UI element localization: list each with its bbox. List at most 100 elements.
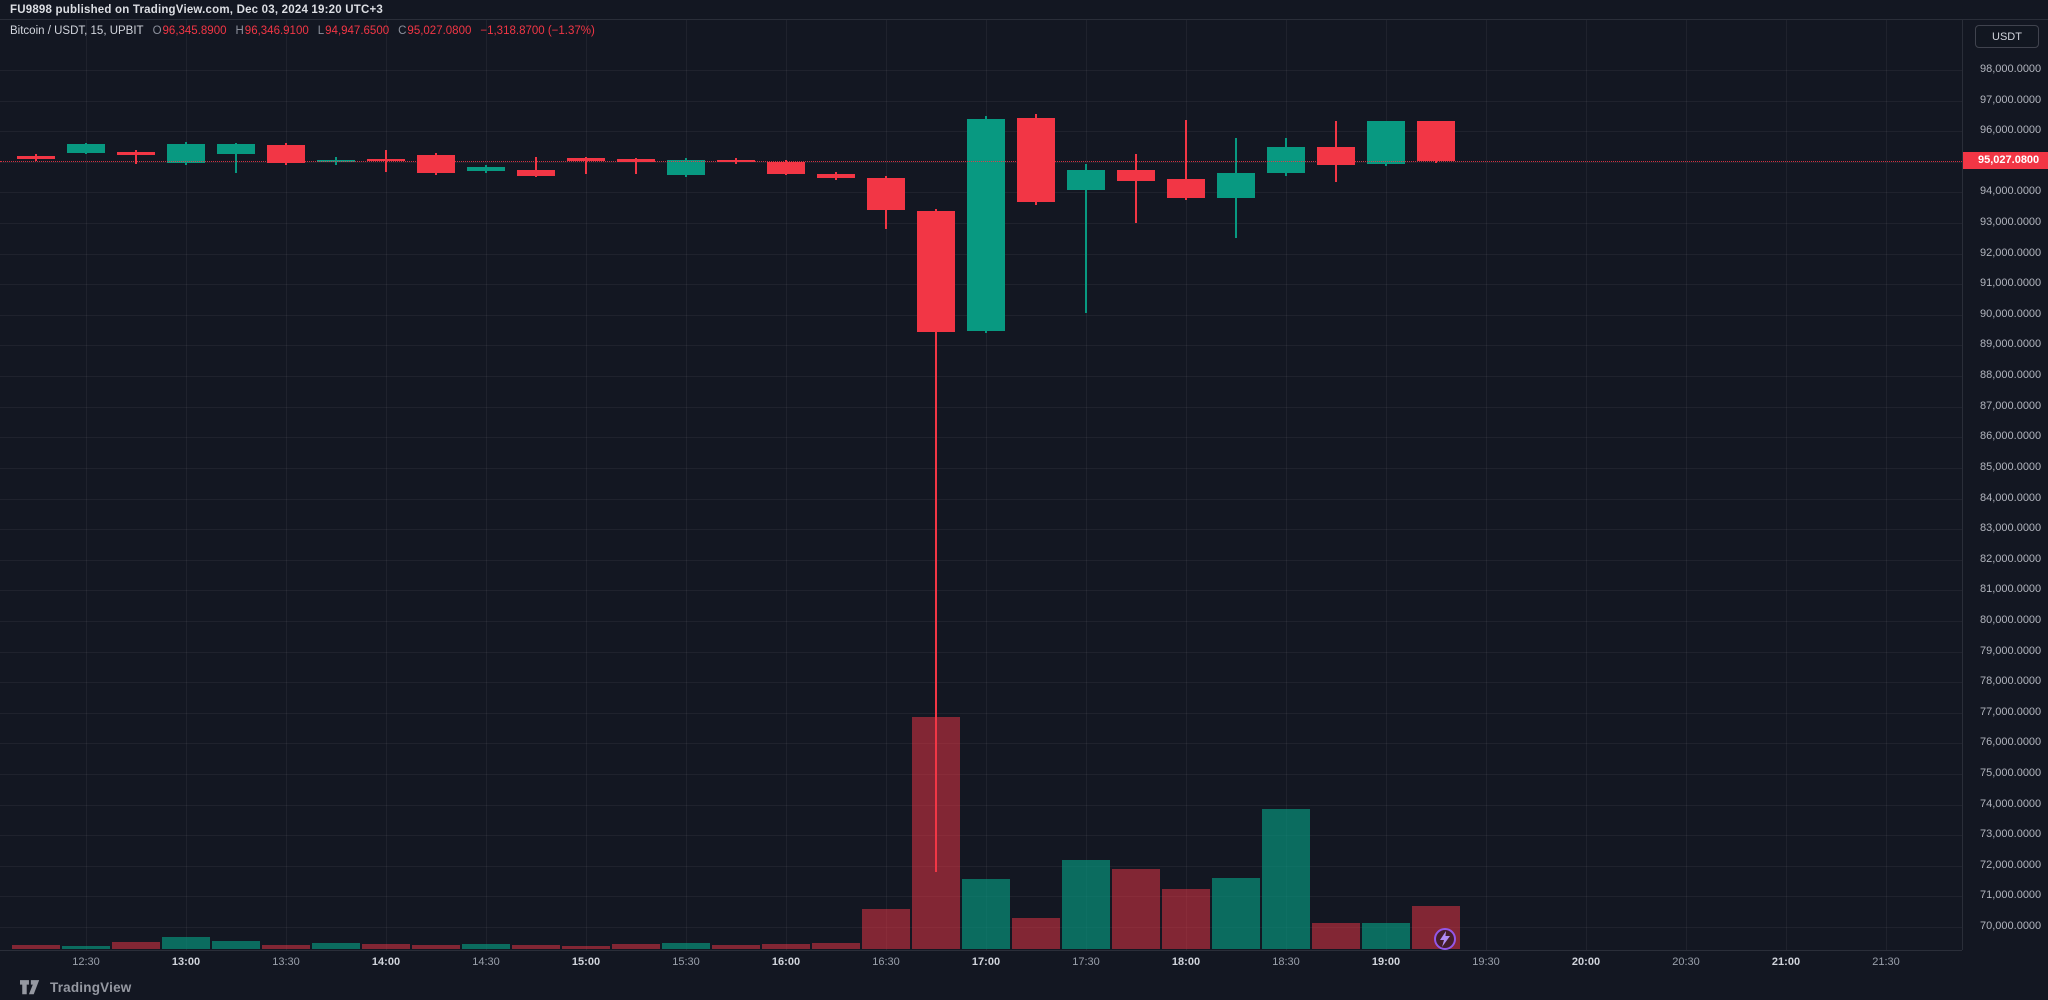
time-tick-label: 15:30 [672, 956, 700, 968]
time-tick-label: 16:00 [771, 956, 801, 968]
grid-line-horizontal [0, 406, 1962, 408]
grid-line-vertical [286, 20, 287, 951]
volume-bar [1012, 918, 1060, 949]
volume-bar [1262, 809, 1310, 949]
volume-layer [0, 20, 1962, 950]
candle [467, 166, 505, 171]
price-tick-label: 82,000.0000 [1980, 552, 2042, 565]
time-tick-label: 16:30 [872, 956, 900, 968]
time-tick-label: 19:00 [1371, 956, 1401, 968]
candle [1117, 170, 1155, 182]
price-tick-label: 98,000.0000 [1980, 63, 2042, 75]
volume-bar [112, 942, 160, 949]
grid-line-horizontal [0, 590, 1962, 592]
price-tick-label: 91,000.0000 [1980, 277, 2042, 290]
price-tick-label: 83,000.0000 [1980, 522, 2042, 535]
price-tick-label: 92,000.0000 [1980, 246, 2042, 259]
volume-bar [62, 946, 110, 949]
grid-line-vertical [1486, 20, 1487, 951]
grid-line-horizontal [0, 70, 1962, 71]
ohlc-close: C 95,027.0800 [398, 25, 472, 37]
currency-button[interactable]: USDT [1975, 25, 2039, 48]
candle [1017, 117, 1055, 202]
grid-layer [0, 20, 1962, 951]
time-tick-label: 12:30 [72, 956, 100, 968]
attribution-text: FU9898 published on TradingView.com, Dec… [10, 3, 383, 16]
chart-pane[interactable]: Bitcoin / USDT, 15, UPBIT O 96,345.8900 H… [0, 19, 1962, 951]
candle [17, 156, 55, 160]
candle [817, 173, 855, 178]
symbol-title: Bitcoin / USDT, 15, UPBIT [10, 25, 144, 37]
change-value: −1,318.8700 (−1.37%) [480, 25, 595, 37]
volume-bar [1312, 923, 1360, 949]
grid-line-horizontal [0, 682, 1962, 684]
volume-bar [562, 946, 610, 949]
grid-line-horizontal [0, 835, 1962, 837]
tradingview-logo-icon[interactable] [20, 980, 43, 995]
time-tick-label: 19:30 [1472, 956, 1500, 968]
grid-line-vertical [1186, 20, 1187, 951]
flash-event-icon[interactable] [1433, 927, 1457, 951]
grid-line-horizontal [0, 559, 1962, 561]
grid-line-horizontal [0, 804, 1962, 806]
grid-line-horizontal [0, 498, 1962, 500]
price-tick-label: 89,000.0000 [1980, 338, 2042, 351]
candle-layer [0, 20, 1962, 950]
candle [1267, 146, 1305, 174]
volume-bar [312, 943, 360, 949]
grid-line-horizontal [0, 467, 1962, 469]
grid-line-vertical [586, 20, 587, 951]
price-tick-label: 90,000.0000 [1980, 307, 2042, 320]
candle [917, 210, 955, 333]
price-tick-label: 77,000.0000 [1980, 705, 2042, 718]
volume-bar [212, 941, 260, 949]
footer-bar: TradingView [0, 975, 2048, 1000]
volume-bar [1112, 869, 1160, 949]
price-tick-label: 78,000.0000 [1980, 675, 2042, 688]
price-tick-label: 85,000.0000 [1980, 460, 2042, 473]
time-tick-label: 14:00 [371, 956, 401, 968]
grid-line-vertical [986, 20, 987, 951]
candle-wick [1085, 164, 1087, 313]
grid-line-horizontal [0, 376, 1962, 378]
volume-bar [612, 944, 660, 949]
candle [567, 158, 605, 161]
price-axis[interactable]: USDT 98,000.0000 97,000.0000 96,000.0000 94… [1962, 19, 2048, 950]
volume-bar [362, 944, 410, 949]
candle-wick [235, 142, 237, 173]
candle [967, 118, 1005, 332]
candle [267, 144, 305, 163]
candle-wick [935, 208, 937, 872]
price-tick-label: 96,000.0000 [1980, 124, 2042, 137]
price-tick-label: 75,000.0000 [1980, 766, 2042, 779]
time-tick-label: 13:00 [171, 956, 201, 968]
candle-wick [585, 156, 587, 175]
grid-line-vertical [786, 20, 787, 951]
price-tick-label: 87,000.0000 [1980, 399, 2042, 412]
candle [67, 144, 105, 153]
time-tick-label: 14:30 [472, 956, 500, 968]
last-price-label: 95,027.0800 [1963, 151, 2048, 169]
candle [1417, 120, 1455, 161]
grid-line-vertical [486, 20, 487, 951]
candle [1317, 146, 1355, 165]
time-tick-label: 18:00 [1171, 956, 1201, 968]
volume-bar [962, 879, 1010, 949]
tradingview-logo-text[interactable]: TradingView [50, 980, 132, 995]
grid-line-vertical [86, 20, 87, 951]
grid-line-horizontal [0, 743, 1962, 745]
time-tick-label: 13:30 [272, 956, 300, 968]
candle [1367, 121, 1405, 164]
grid-line-horizontal [0, 865, 1962, 867]
volume-bar [862, 909, 910, 949]
attribution-bar: FU9898 published on TradingView.com, Dec… [0, 0, 2048, 19]
time-tick-label: 20:30 [1672, 956, 1700, 968]
time-axis[interactable]: 12:30 13:00 13:30 14:00 14:30 15:00 15:30 16:00… [0, 950, 1962, 975]
volume-bar [1362, 923, 1410, 949]
price-tick-label: 84,000.0000 [1980, 491, 2042, 504]
price-tick-label: 76,000.0000 [1980, 736, 2042, 749]
volume-bar [262, 945, 310, 949]
grid-line-vertical [186, 20, 187, 951]
grid-line-vertical [1086, 20, 1087, 951]
